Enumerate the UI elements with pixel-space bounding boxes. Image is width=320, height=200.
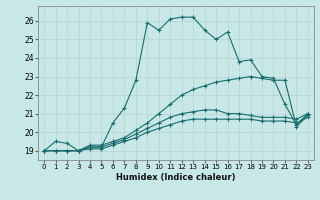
X-axis label: Humidex (Indice chaleur): Humidex (Indice chaleur) [116,173,236,182]
